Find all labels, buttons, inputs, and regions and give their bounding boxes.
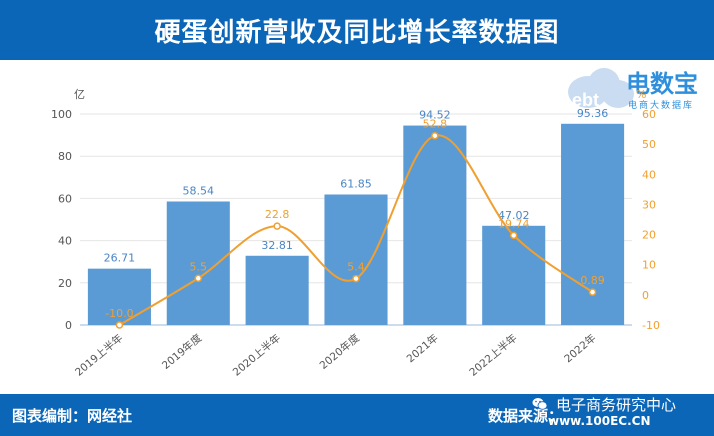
line-point: [431, 131, 439, 140]
growth-rate-line: [118, 134, 594, 326]
logo-subtitle: 电商大数据库: [628, 99, 694, 111]
x-tick-label: 2022上半年: [467, 331, 520, 378]
y-left-tick-label: 100: [51, 108, 72, 121]
brand-logo: ebt 电数宝 电商大数据库: [566, 62, 710, 112]
line-value-label: 5.4: [347, 261, 365, 274]
footer-bar: 图表编制：网经社 数据来源：: [0, 394, 714, 436]
data-source-label: 数据来源：: [488, 407, 564, 425]
y-left-tick-label: 80: [58, 150, 72, 163]
y-right-tick-label: 30: [642, 198, 656, 211]
watermark: 电子商务研究中心 www.100EC.CN: [548, 392, 714, 432]
watermark-url: www.100EC.CN: [548, 414, 651, 428]
logo-name: 电数宝: [626, 70, 698, 98]
bar-value-label: 26.71: [104, 252, 136, 265]
page-title: 硬蛋创新营收及同比增长率数据图: [154, 17, 560, 48]
bar-value-label: 47.02: [498, 209, 530, 222]
bar: [324, 194, 388, 325]
bar: [87, 268, 151, 325]
y-right-tick-label: 40: [642, 168, 656, 181]
line-value-label: -10.0: [105, 307, 133, 320]
x-tick-label: 2022年: [562, 331, 599, 365]
logo-mark: ebt: [572, 90, 599, 110]
line-value-label: 0.89: [580, 274, 605, 287]
y-right-unit: %: [636, 88, 646, 101]
x-tick-label: 2020年度: [317, 331, 362, 372]
line-point: [509, 231, 518, 240]
line-value-label: 22.8: [265, 208, 290, 221]
y-right-tick-label: 20: [642, 229, 656, 242]
bar-value-label: 94.52: [419, 109, 451, 122]
y-right-tick-label: 10: [642, 259, 656, 272]
line-point: [273, 222, 281, 230]
bar: [482, 225, 546, 325]
line-point: [588, 288, 597, 296]
y-right-tick-label: -10: [642, 319, 660, 332]
x-tick-label: 2020上半年: [230, 331, 283, 378]
x-tick-label: 2019上半年: [72, 331, 125, 378]
y-right-tick-label: 60: [642, 108, 656, 121]
bar-value-label: 58.54: [183, 184, 215, 197]
line-point: [115, 321, 124, 329]
bar-value-label: 95.36: [577, 107, 609, 120]
y-left-tick-label: 0: [65, 319, 72, 332]
line-point: [352, 274, 360, 283]
chart-author: 图表编制：网经社: [12, 407, 133, 425]
y-left-tick-label: 60: [58, 192, 72, 205]
bar: [245, 255, 309, 325]
wechat-icon: [532, 398, 548, 410]
y-right-tick-label: 50: [642, 138, 656, 151]
y-left-tick-label: 40: [58, 235, 72, 248]
y-left-tick-label: 20: [58, 277, 72, 290]
y-left-unit: 亿: [74, 88, 85, 101]
bar-value-label: 32.81: [261, 239, 293, 252]
y-right-tick-label: 0: [642, 289, 649, 302]
x-tick-label: 2019年度: [159, 331, 204, 372]
line-value-label: 19.74: [498, 217, 530, 230]
line-value-label: 52.8: [423, 118, 448, 131]
chart-title-bar: 硬蛋创新营收及同比增长率数据图: [0, 0, 714, 60]
bar: [403, 125, 467, 325]
line-point: [194, 274, 203, 283]
watermark-title: 电子商务研究中心: [556, 396, 677, 414]
cloud-logo-icon: ebt 电数宝 电商大数据库: [568, 68, 698, 111]
bar-value-label: 61.85: [340, 177, 372, 190]
line-value-label: 5.5: [190, 260, 208, 273]
x-tick-label: 2021年: [404, 331, 441, 365]
